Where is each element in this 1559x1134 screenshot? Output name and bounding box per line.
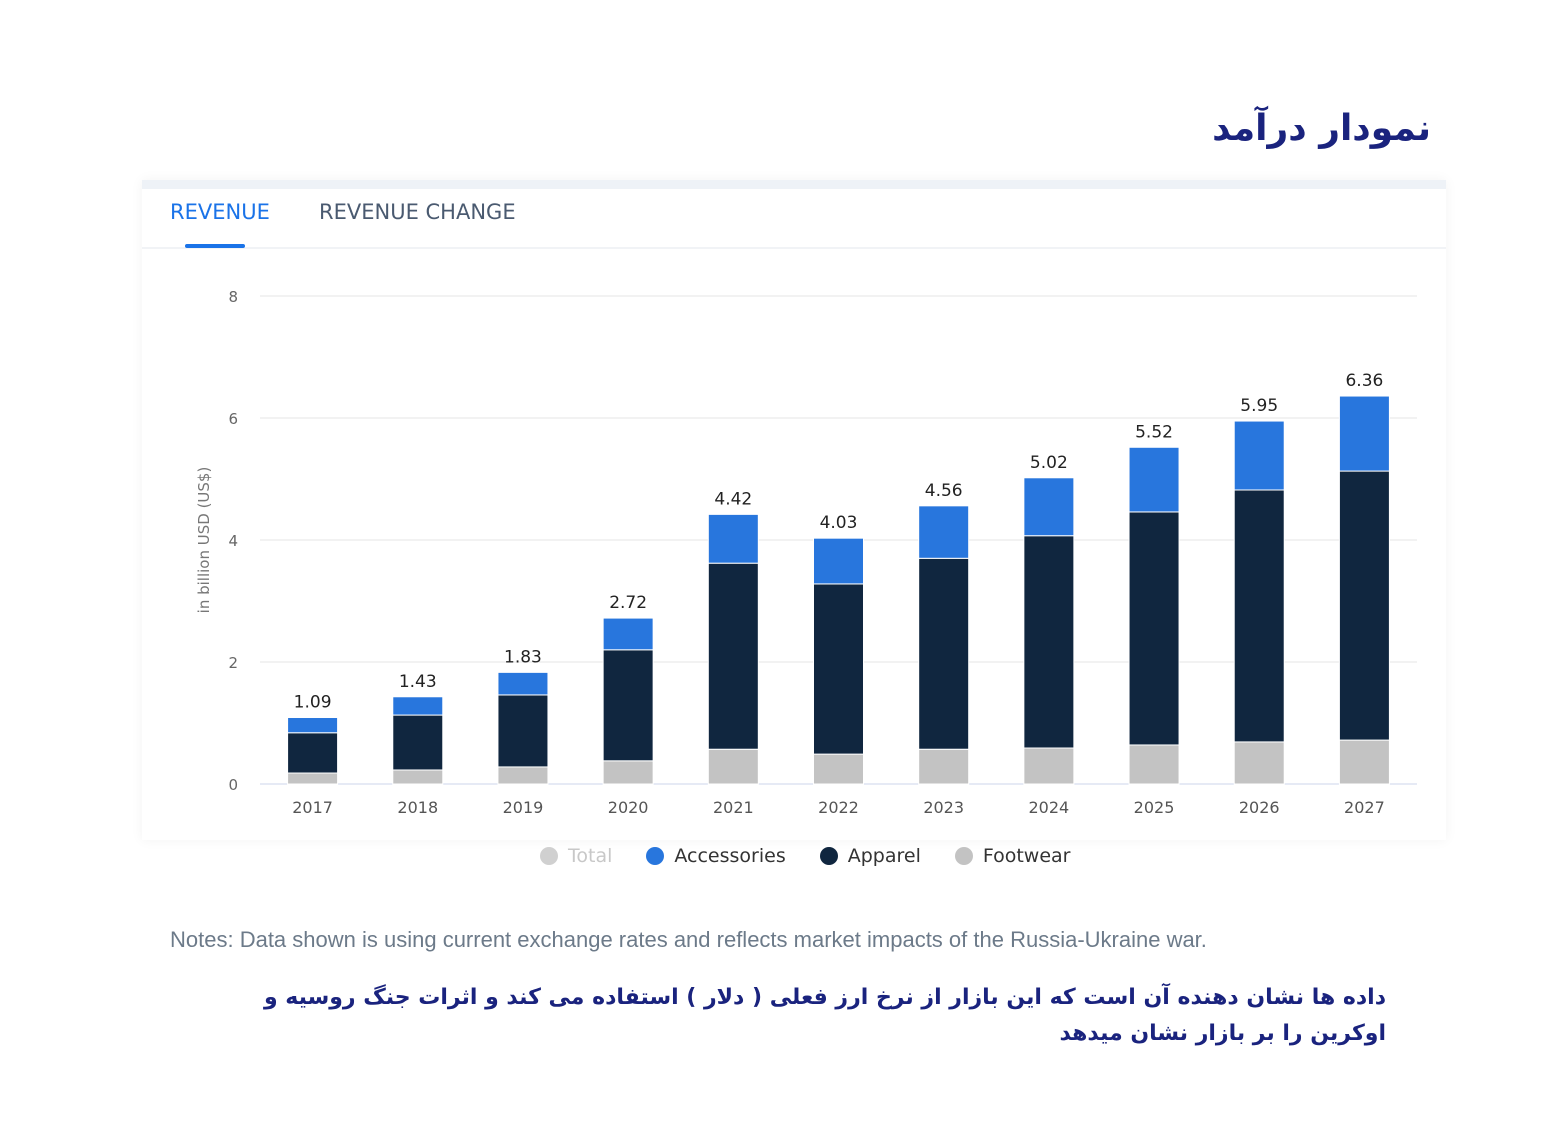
y-tick-label: 2: [228, 654, 238, 672]
bar-footwear: [1023, 747, 1075, 785]
data-label-total: 4.42: [714, 489, 752, 509]
data-label-total: 5.95: [1240, 396, 1278, 416]
bar-accessories: [392, 696, 444, 716]
bar-apparel: [813, 583, 864, 755]
bar-footwear: [602, 760, 654, 785]
chart-notes: Notes: Data shown is using current excha…: [170, 927, 1207, 952]
bar-apparel: [392, 714, 444, 771]
data-label-total: 4.03: [820, 513, 858, 533]
page-title: نمودار درآمد: [1212, 108, 1431, 149]
y-tick-label: 6: [228, 410, 238, 428]
data-label-total: 2.72: [609, 593, 647, 613]
bar-footwear: [707, 748, 759, 785]
data-label-total: 5.52: [1135, 422, 1173, 442]
bar-accessories: [813, 537, 864, 585]
y-tick-label: 0: [228, 776, 238, 794]
bar-accessories: [1338, 395, 1390, 472]
chart-card: [142, 180, 1446, 840]
legend-total[interactable]: Total: [540, 845, 612, 867]
card-top-bar: [142, 180, 1446, 189]
bar-footwear: [813, 753, 864, 785]
data-label-total: 6.36: [1345, 371, 1383, 391]
bar-accessories: [1128, 446, 1180, 513]
x-tick-label: 2022: [818, 798, 859, 817]
x-tick-label: 2017: [292, 798, 333, 817]
y-tick-label: 4: [228, 532, 238, 550]
bar-accessories: [602, 617, 654, 651]
bar-footwear: [497, 766, 549, 785]
bar-apparel: [1233, 489, 1285, 743]
legend: Total Accessories Apparel Footwear: [540, 845, 1071, 867]
x-tick-label: 2025: [1134, 798, 1175, 817]
legend-dot-icon: [954, 847, 973, 865]
x-tick-label: 2023: [923, 798, 964, 817]
bar-apparel: [287, 732, 339, 774]
bar-apparel: [497, 694, 549, 768]
bar-accessories: [1023, 477, 1075, 537]
legend-accessories[interactable]: Accessories: [646, 845, 786, 867]
x-tick-label: 2021: [713, 798, 754, 817]
y-axis-label: in billion USD (US$): [195, 467, 213, 614]
legend-dot-icon: [646, 847, 665, 865]
bar-footwear: [1233, 741, 1285, 785]
x-tick-label: 2020: [608, 798, 649, 817]
bar-apparel: [1338, 470, 1390, 741]
tab-bar: REVENUE REVENUE CHANGE: [142, 189, 1446, 249]
y-tick-label: 8: [228, 288, 238, 306]
bar-apparel: [1128, 511, 1180, 746]
legend-apparel[interactable]: Apparel: [819, 845, 921, 867]
tab-revenue-change[interactable]: REVENUE CHANGE: [319, 200, 516, 224]
bar-apparel: [602, 649, 654, 762]
bar-footwear: [1338, 739, 1390, 785]
persian-note: داده ها نشان دهنده آن است که این بازار ا…: [263, 985, 1386, 1046]
data-label-total: 5.02: [1030, 453, 1068, 473]
data-label-total: 4.56: [925, 481, 963, 501]
x-tick-label: 2018: [397, 798, 438, 817]
bar-apparel: [1023, 535, 1075, 749]
data-label-total: 1.09: [294, 693, 332, 713]
bar-accessories: [1233, 420, 1285, 491]
bar-footwear: [918, 748, 970, 785]
bar-accessories: [707, 513, 759, 564]
x-tick-label: 2027: [1344, 798, 1385, 817]
x-tick-label: 2019: [503, 798, 544, 817]
bar-accessories: [287, 717, 339, 734]
bar-footwear: [392, 769, 444, 785]
bar-accessories: [497, 671, 549, 696]
data-label-total: 1.43: [399, 672, 437, 692]
x-tick-label: 2024: [1029, 798, 1070, 817]
bar-apparel: [918, 557, 970, 750]
bar-apparel: [707, 562, 759, 750]
bar-accessories: [918, 505, 970, 559]
legend-dot-icon: [540, 847, 558, 865]
bar-footwear: [287, 772, 339, 785]
active-tab-indicator: [185, 244, 245, 248]
tab-revenue[interactable]: REVENUE: [170, 200, 270, 224]
bar-footwear: [1128, 744, 1180, 785]
x-tick-label: 2026: [1239, 798, 1280, 817]
data-label-total: 1.83: [504, 647, 542, 667]
legend-footwear[interactable]: Footwear: [954, 845, 1071, 867]
legend-dot-icon: [819, 847, 838, 865]
